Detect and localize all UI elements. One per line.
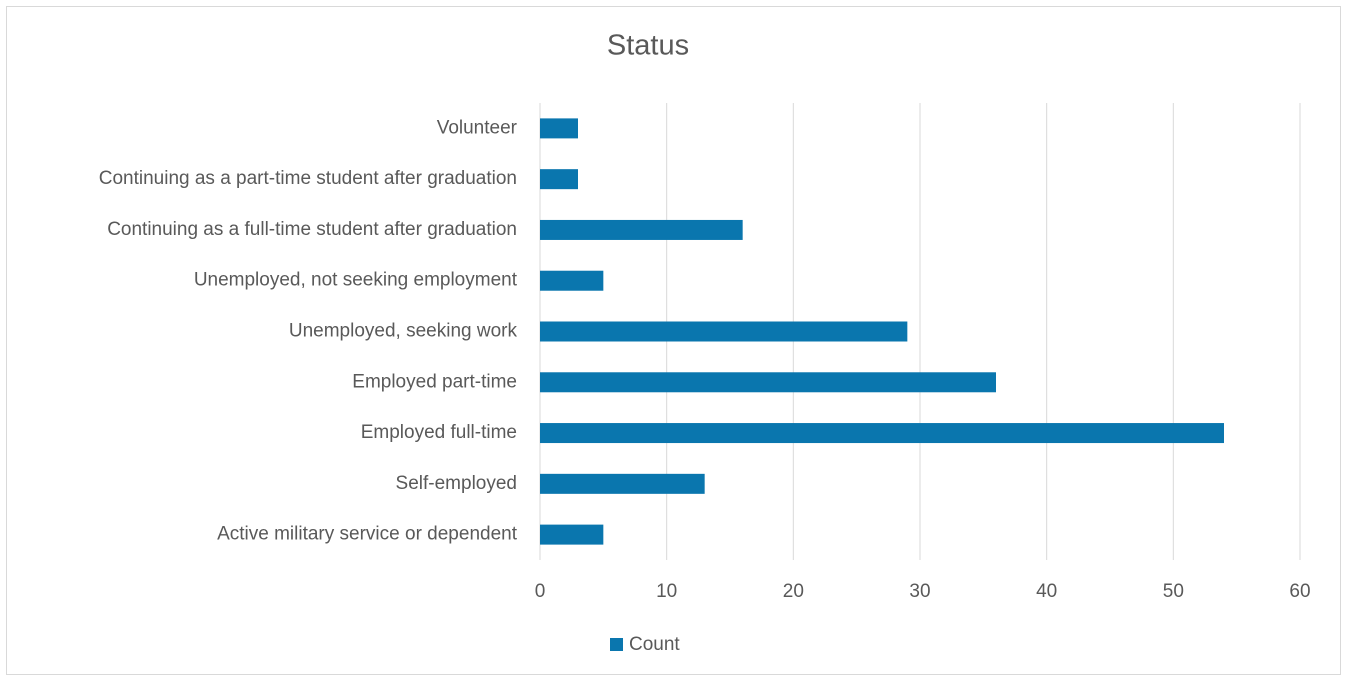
x-tick-label: 40 bbox=[1036, 581, 1057, 602]
y-tick-label: Unemployed, seeking work bbox=[289, 321, 518, 342]
bar bbox=[540, 423, 1224, 444]
y-tick-label: Active military service or dependent bbox=[217, 524, 518, 545]
bar bbox=[540, 321, 908, 342]
legend-label: Count bbox=[629, 634, 680, 655]
y-tick-label: Employed part-time bbox=[352, 371, 517, 392]
bar bbox=[540, 169, 578, 190]
x-tick-label: 60 bbox=[1289, 581, 1310, 602]
legend-swatch bbox=[610, 638, 623, 651]
y-tick-label: Volunteer bbox=[437, 117, 518, 138]
chart-title: Status bbox=[607, 30, 689, 62]
bar bbox=[540, 372, 996, 393]
bar bbox=[540, 473, 705, 494]
x-tick-label: 0 bbox=[535, 581, 546, 602]
y-tick-label: Self-employed bbox=[396, 473, 517, 494]
bar bbox=[540, 270, 604, 291]
x-tick-label: 30 bbox=[909, 581, 930, 602]
y-tick-label: Employed full-time bbox=[361, 422, 517, 443]
bar bbox=[540, 219, 743, 240]
y-tick-label: Unemployed, not seeking employment bbox=[194, 270, 518, 291]
y-tick-label: Continuing as a full-time student after … bbox=[107, 219, 517, 240]
bar bbox=[540, 118, 578, 139]
y-tick-label: Continuing as a part-time student after … bbox=[99, 168, 517, 189]
bar bbox=[540, 524, 604, 545]
x-tick-label: 50 bbox=[1163, 581, 1184, 602]
x-tick-label: 10 bbox=[656, 581, 677, 602]
x-tick-label: 20 bbox=[783, 581, 804, 602]
